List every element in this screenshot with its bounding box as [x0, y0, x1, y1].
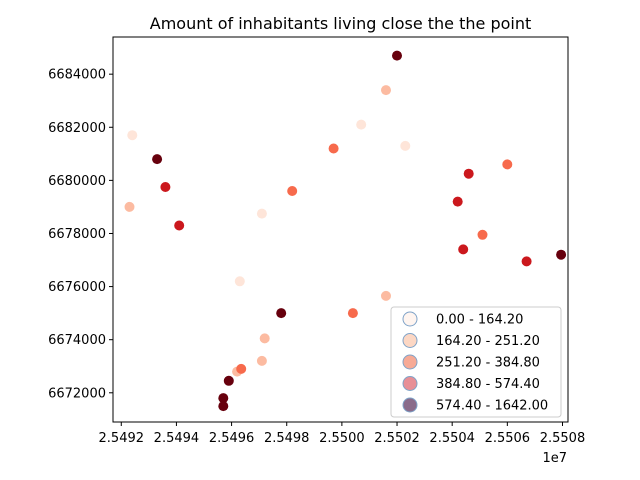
- legend-marker: [402, 311, 418, 327]
- legend: 0.00 - 164.20 164.20 - 251.20 251.20 - 384…: [390, 306, 562, 418]
- legend-label: 384.80 - 574.40: [436, 377, 540, 392]
- data-point: [160, 182, 171, 192]
- data-point: [463, 168, 474, 179]
- x-tick-label: 2.5502: [374, 431, 420, 446]
- x-tick-label: 2.5496: [209, 431, 255, 446]
- y-tick-label: 6676000: [48, 280, 106, 295]
- x-tick-label: 2.5492: [99, 431, 145, 446]
- data-point: [458, 244, 469, 255]
- legend-label: 164.20 - 251.20: [436, 334, 540, 349]
- data-point: [381, 290, 391, 301]
- y-tick-label: 6674000: [48, 333, 106, 348]
- data-point: [124, 201, 135, 212]
- x-tick-label: 2.5504: [429, 431, 475, 446]
- y-tick-label: 6672000: [48, 386, 106, 401]
- data-point: [174, 220, 185, 231]
- y-tick-label: 6684000: [48, 68, 106, 83]
- x-tick-label: 2.5508: [540, 431, 586, 446]
- data-point: [521, 256, 532, 267]
- legend-label: 0.00 - 164.20: [436, 313, 523, 328]
- y-axis: 6672000 6674000 6676000 6678000 6680000 66820…: [48, 68, 113, 401]
- x-tick-label: 2.5506: [485, 431, 531, 446]
- y-tick-label: 6678000: [48, 227, 106, 242]
- data-point: [256, 208, 267, 219]
- y-tick-label: 6682000: [48, 121, 106, 136]
- data-point: [223, 375, 234, 386]
- data-point: [347, 308, 358, 319]
- data-point: [502, 159, 513, 170]
- data-point: [392, 50, 402, 61]
- legend-marker: [402, 333, 418, 348]
- chart-title: Amount of inhabitants living close the t…: [150, 14, 532, 33]
- legend-marker: [402, 354, 418, 370]
- legend-box: [390, 306, 562, 418]
- x-tick-label: 2.5498: [264, 431, 310, 446]
- points-layer: [124, 50, 567, 412]
- plot-frame: [112, 36, 569, 423]
- data-point: [381, 85, 391, 96]
- x-tick-label: 2.5500: [319, 431, 365, 446]
- data-point: [356, 119, 367, 130]
- data-point: [287, 186, 298, 196]
- data-point: [218, 393, 229, 404]
- data-point: [259, 333, 270, 344]
- x-axis: 2.5492 2.5494 2.5496 2.5498 2.5500 2.5502 2.55…: [99, 422, 586, 446]
- data-point: [218, 401, 229, 412]
- data-point: [234, 276, 245, 287]
- data-point: [328, 143, 339, 154]
- x-axis-offset-label: 1e7: [542, 451, 567, 466]
- data-point: [276, 308, 287, 319]
- data-point: [152, 154, 163, 165]
- data-point: [556, 249, 567, 260]
- data-point: [452, 196, 463, 207]
- data-point: [127, 130, 138, 141]
- y-tick-label: 6680000: [48, 174, 106, 189]
- legend-marker: [402, 397, 418, 413]
- data-point: [236, 363, 247, 374]
- data-point: [477, 229, 488, 240]
- x-tick-label: 2.5494: [154, 431, 200, 446]
- legend-label: 251.20 - 384.80: [436, 356, 540, 371]
- legend-marker: [402, 376, 418, 391]
- data-point: [400, 140, 411, 151]
- data-point: [256, 355, 267, 366]
- legend-label: 574.40 - 1642.00: [436, 399, 548, 414]
